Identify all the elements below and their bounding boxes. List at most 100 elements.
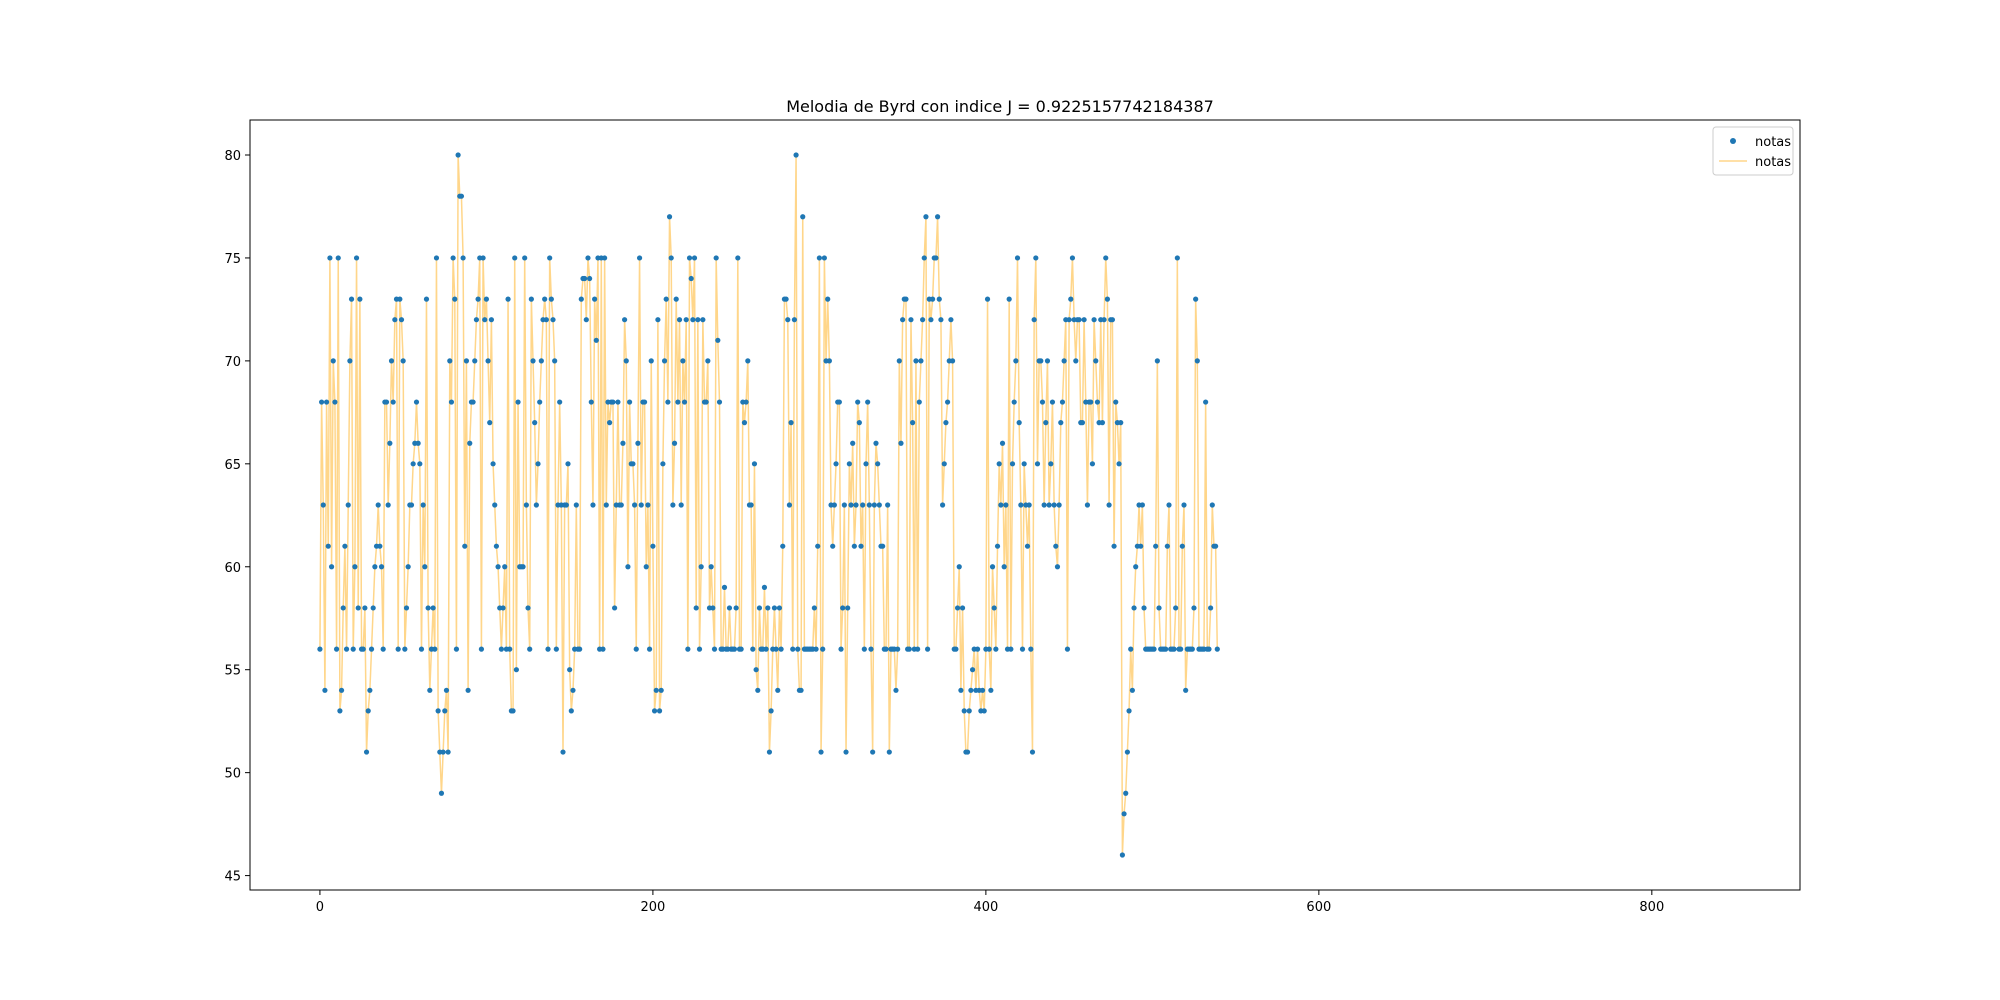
data-point: [856, 420, 862, 426]
data-point: [357, 296, 363, 302]
data-point: [405, 564, 411, 570]
data-point: [362, 605, 368, 611]
data-point: [686, 255, 693, 261]
data-point: [377, 543, 383, 549]
data-point: [1123, 790, 1129, 796]
data-point: [848, 502, 854, 508]
data-point: [1033, 255, 1039, 261]
data-point: [1058, 420, 1064, 426]
data-point: [949, 358, 956, 364]
data-point: [1111, 543, 1117, 549]
data-point: [900, 317, 906, 323]
data-point: [959, 605, 966, 611]
data-point: [570, 687, 576, 693]
data-point: [490, 461, 496, 467]
data-point: [335, 255, 341, 261]
data-point: [550, 317, 556, 323]
data-point: [626, 399, 633, 405]
data-point: [1181, 502, 1187, 508]
data-point: [778, 646, 784, 652]
data-point: [435, 708, 441, 714]
data-point: [370, 605, 376, 611]
data-point: [392, 317, 398, 323]
data-point: [650, 543, 656, 549]
data-point: [470, 399, 476, 405]
data-point: [545, 646, 551, 652]
data-point: [738, 646, 744, 652]
y-tick-label: 70: [224, 355, 241, 370]
data-point: [1091, 317, 1097, 323]
data-point: [447, 358, 453, 364]
data-point: [695, 317, 701, 323]
x-tick-label: 200: [640, 900, 665, 915]
data-point: [653, 687, 659, 693]
data-point: [893, 687, 899, 693]
data-point: [413, 399, 420, 405]
data-point: [385, 502, 391, 508]
data-point: [826, 358, 832, 364]
data-point: [458, 193, 465, 199]
data-point: [818, 749, 824, 755]
data-point: [342, 543, 348, 549]
data-point: [577, 646, 583, 652]
data-point: [1041, 502, 1047, 508]
data-point: [325, 543, 331, 549]
data-point: [378, 564, 385, 570]
data-point: [998, 502, 1004, 508]
data-point: [683, 317, 689, 323]
data-point: [790, 646, 796, 652]
data-point: [425, 605, 431, 611]
data-point: [710, 605, 716, 611]
data-point: [660, 461, 666, 467]
data-point: [1126, 708, 1132, 714]
data-point: [825, 296, 831, 302]
data-point: [1183, 687, 1189, 693]
data-point: [925, 646, 931, 652]
data-point: [607, 420, 613, 426]
data-point: [1101, 317, 1107, 323]
data-point: [636, 255, 643, 261]
data-point: [816, 255, 822, 261]
data-point: [1003, 502, 1009, 508]
data-point: [836, 399, 842, 405]
data-point: [1088, 399, 1094, 405]
data-point: [507, 646, 513, 652]
data-point: [786, 502, 793, 508]
data-point: [533, 502, 539, 508]
data-point: [442, 708, 448, 714]
data-point: [488, 317, 495, 323]
data-point: [755, 687, 761, 693]
data-point: [347, 358, 353, 364]
data-point: [821, 255, 827, 261]
data-point: [853, 502, 859, 508]
data-point: [343, 646, 350, 652]
data-point: [1069, 255, 1076, 261]
data-point: [1064, 646, 1071, 652]
data-point: [685, 646, 691, 652]
data-point: [408, 502, 415, 508]
data-point: [845, 605, 851, 611]
data-point: [600, 646, 606, 652]
data-point: [1021, 461, 1027, 467]
data-point: [1189, 646, 1195, 652]
data-point: [981, 708, 987, 714]
data-point: [1213, 543, 1219, 549]
data-point: [876, 502, 882, 508]
data-point: [641, 399, 648, 405]
data-point: [1009, 461, 1016, 467]
data-point: [1084, 502, 1091, 508]
data-point: [798, 687, 804, 693]
data-point: [993, 646, 999, 652]
data-point: [1139, 502, 1145, 508]
data-point: [630, 461, 636, 467]
data-point: [395, 646, 401, 652]
data-point: [688, 275, 694, 282]
data-point: [813, 646, 819, 652]
data-point: [954, 605, 961, 611]
data-point: [1178, 646, 1184, 652]
data-point: [348, 296, 355, 302]
data-point: [999, 440, 1006, 446]
data-point: [830, 543, 836, 549]
data-point: [666, 214, 673, 220]
data-point: [873, 440, 879, 446]
